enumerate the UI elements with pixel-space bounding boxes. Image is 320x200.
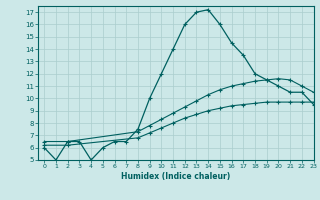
X-axis label: Humidex (Indice chaleur): Humidex (Indice chaleur) [121,172,231,181]
